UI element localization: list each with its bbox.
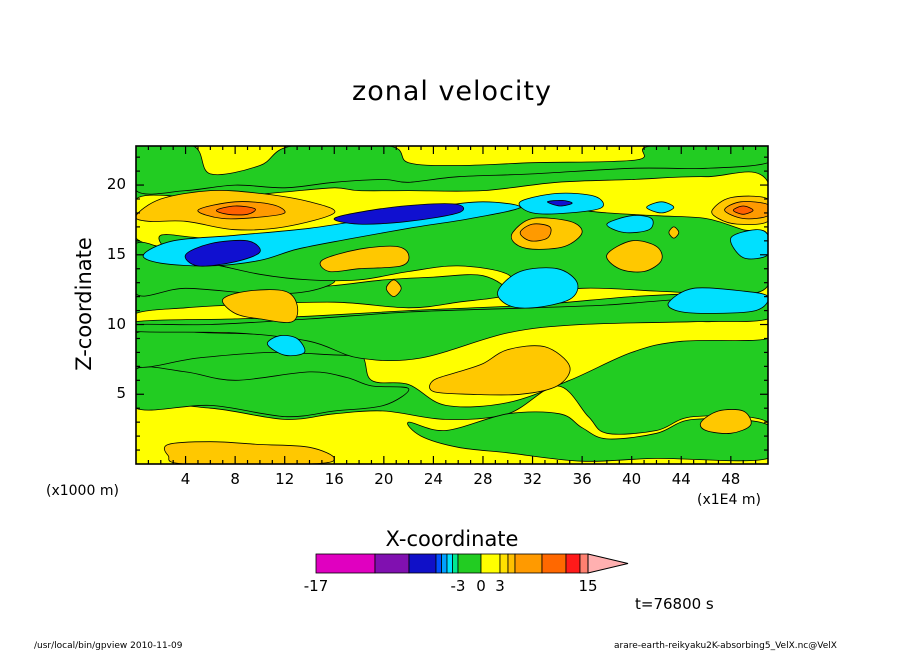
x-tick-label: 36 [572, 470, 592, 488]
colorbar-segment [435, 553, 442, 574]
colorbar-label: -17 [303, 577, 329, 595]
colorbar-label: 0 [476, 577, 486, 595]
x-axis-label: X-coordinate [385, 527, 519, 551]
contour-region-weak-negative [136, 366, 410, 418]
x-tick-label: 4 [180, 470, 191, 488]
colorbar-segment [457, 553, 482, 574]
colorbar-segment [446, 553, 453, 574]
contour-region-moderate-positive [429, 345, 571, 396]
source-file-footer: arare-earth-reikyaku2K-absorbing5_VelX.n… [614, 641, 837, 651]
y-unit-note: (x1000 m) [46, 483, 119, 499]
x-tick-label: 8 [230, 470, 240, 488]
contour-region-moderate-positive [222, 289, 299, 323]
x-tick-label: 16 [324, 470, 344, 488]
contour-region-strong-positive [519, 223, 552, 242]
colorbar-segment [452, 553, 459, 574]
command-footer: /usr/local/bin/gpview 2010-11-09 [34, 641, 183, 651]
x-tick-label: 44 [671, 470, 691, 488]
time-label: t=76800 s [635, 595, 714, 613]
contour-region-very-strong-positive [216, 205, 256, 216]
colorbar-label: 3 [495, 577, 505, 595]
contour-region-weak-negative [136, 146, 768, 195]
colorbar-segment [441, 553, 448, 574]
contour-region-moderate-negative [606, 215, 654, 234]
y-tick-label: 20 [106, 175, 126, 194]
contour-region-moderate-positive [319, 245, 410, 273]
contour-region-moderate-negative [730, 229, 768, 260]
x-unit-note: (x1E4 m) [697, 492, 761, 508]
y-tick-label: 15 [106, 244, 126, 263]
plot-frame [135, 145, 769, 465]
colorbar [315, 553, 629, 574]
colorbar-label: 15 [578, 577, 598, 595]
x-tick-label: 40 [622, 470, 642, 488]
y-tick-label: 5 [116, 384, 126, 403]
colorbar-segment [499, 553, 509, 574]
contour-region-very-strong-positive [732, 205, 754, 215]
y-axis-label: Z-coordinate [72, 237, 96, 371]
contour-region-strong-negative [333, 203, 465, 225]
colorbar-segment [541, 553, 567, 574]
axis-ticks [136, 146, 768, 464]
colorbar-arrow [587, 553, 629, 574]
colorbar-segment [480, 553, 501, 574]
colorbar-label: -3 [450, 577, 466, 595]
colorbar-segment [565, 553, 581, 574]
contour-region-moderate-negative [667, 287, 768, 314]
chart-title: zonal velocity [352, 76, 552, 107]
contour-region-moderate-negative [646, 201, 675, 214]
colorbar-segment [579, 553, 589, 574]
colorbar-segment [514, 553, 543, 574]
x-tick-label: 48 [721, 470, 741, 488]
x-tick-label: 24 [423, 470, 443, 488]
x-tick-label: 32 [523, 470, 543, 488]
contour-regions [136, 146, 768, 464]
contour-region-strong-negative [546, 199, 573, 207]
contour-region-moderate-negative [497, 267, 579, 309]
colorbar-segment [507, 553, 516, 574]
x-tick-label: 28 [473, 470, 493, 488]
contour-region-moderate-positive [385, 279, 402, 298]
colorbar-segment [374, 553, 410, 574]
colorbar-segment [408, 553, 437, 574]
x-tick-label: 20 [374, 470, 394, 488]
contour-region-weak-negative [407, 411, 768, 462]
contour-region-moderate-positive [668, 226, 680, 239]
y-tick-label: 10 [106, 314, 126, 333]
colorbar-segment [315, 553, 376, 574]
contour-region-moderate-positive [699, 409, 752, 434]
contour-region-strong-negative [184, 239, 261, 267]
contour-region-moderate-positive [606, 240, 663, 273]
contour-region-moderate-negative [266, 334, 306, 357]
x-tick-label: 12 [275, 470, 295, 488]
